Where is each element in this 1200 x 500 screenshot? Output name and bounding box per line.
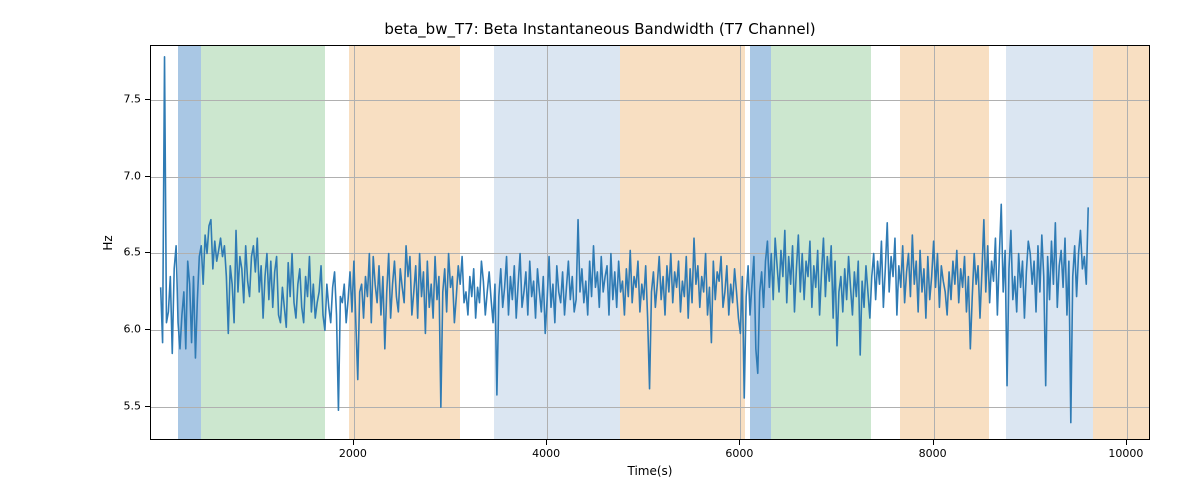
chart-title: beta_bw_T7: Beta Instantaneous Bandwidth… [0,20,1200,38]
y-tick-mark [145,406,150,407]
figure: beta_bw_T7: Beta Instantaneous Bandwidth… [0,0,1200,500]
y-tick-mark [145,176,150,177]
y-tick-mark [145,252,150,253]
x-tick-label: 8000 [919,447,947,460]
x-axis-label: Time(s) [628,464,673,478]
y-tick-mark [145,329,150,330]
x-tick-label: 10000 [1108,447,1143,460]
x-tick-label: 2000 [339,447,367,460]
x-tick-mark [1126,440,1127,445]
plot-area [150,45,1150,440]
y-tick-label: 6.0 [124,323,142,336]
y-tick-label: 5.5 [124,400,142,413]
y-axis-label: Hz [101,235,115,250]
signal-line [151,46,1150,440]
x-tick-mark [546,440,547,445]
x-tick-label: 6000 [725,447,753,460]
x-tick-label: 4000 [532,447,560,460]
x-tick-mark [353,440,354,445]
y-tick-label: 6.5 [124,246,142,259]
x-tick-mark [739,440,740,445]
y-tick-label: 7.0 [124,169,142,182]
x-tick-mark [933,440,934,445]
y-tick-mark [145,99,150,100]
y-tick-label: 7.5 [124,92,142,105]
